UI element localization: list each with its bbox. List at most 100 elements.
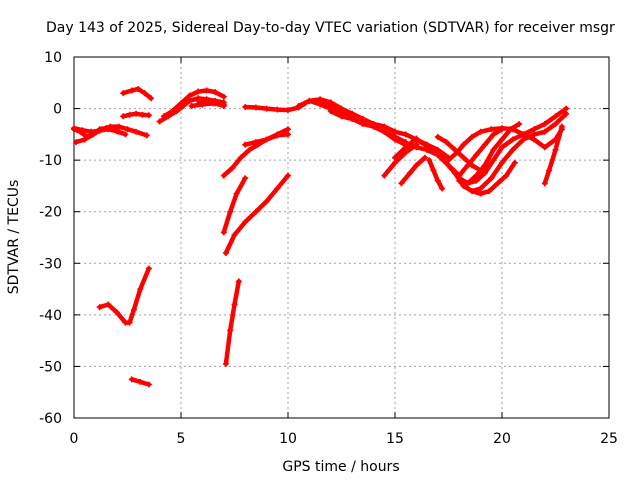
data-point — [96, 127, 103, 134]
data-point — [381, 128, 388, 135]
data-point — [464, 180, 471, 187]
data-point — [71, 125, 77, 132]
data-point — [338, 113, 345, 120]
data-point — [79, 127, 86, 134]
data-point — [338, 108, 345, 115]
data-point — [160, 113, 167, 120]
data-point — [520, 136, 527, 143]
data-point — [511, 159, 518, 166]
data-point — [490, 131, 497, 138]
data-point — [233, 190, 240, 197]
data-point — [306, 97, 313, 104]
data-point — [143, 132, 150, 139]
chart-title: Day 143 of 2025, Sidereal Day-to-day VTE… — [46, 20, 615, 36]
data-point — [381, 172, 388, 179]
data-point — [552, 146, 559, 153]
data-point — [546, 167, 553, 174]
data-point — [473, 177, 480, 184]
data-point — [531, 136, 538, 143]
data-point — [473, 151, 480, 158]
data-point — [406, 170, 413, 177]
data-point — [122, 131, 129, 138]
data-point — [242, 104, 249, 111]
data-point — [469, 188, 476, 195]
data-point — [237, 154, 244, 161]
data-point — [430, 167, 437, 174]
data-point — [421, 141, 428, 148]
series-t27 — [426, 157, 445, 191]
series-t24 — [399, 155, 428, 186]
data-point — [195, 88, 202, 95]
data-point — [499, 144, 505, 151]
data-point — [424, 146, 431, 153]
x-tick-label: 5 — [177, 431, 186, 447]
data-point — [490, 157, 497, 164]
data-point — [541, 121, 548, 128]
data-point — [486, 188, 493, 195]
series-t15 — [223, 279, 242, 367]
data-point — [541, 128, 548, 135]
y-tick-label: -20 — [39, 205, 62, 221]
data-point — [541, 180, 548, 187]
data-point — [327, 108, 334, 115]
data-point — [499, 159, 505, 166]
data-point — [421, 154, 428, 161]
data-point — [252, 104, 259, 111]
y-tick-label: -60 — [39, 411, 62, 427]
series-t30 — [456, 121, 522, 186]
data-point — [141, 90, 148, 97]
data-point — [392, 159, 398, 166]
series-t22 — [382, 142, 419, 178]
y-tick-label: 10 — [44, 50, 62, 66]
data-point — [469, 133, 476, 140]
data-point — [137, 378, 144, 385]
data-point — [242, 141, 249, 148]
data-point — [398, 180, 405, 187]
y-tick-label: 0 — [53, 102, 62, 118]
data-point — [126, 111, 133, 118]
data-series — [71, 85, 570, 388]
y-tick-label: -40 — [39, 308, 62, 324]
data-point — [203, 98, 210, 105]
data-point — [227, 327, 234, 334]
data-point — [473, 172, 480, 179]
data-point — [156, 118, 163, 125]
data-point — [456, 177, 463, 184]
data-point — [246, 146, 253, 153]
data-point — [454, 149, 461, 156]
data-point — [220, 93, 227, 100]
data-point — [285, 172, 291, 179]
data-point — [507, 126, 514, 133]
data-point — [178, 100, 184, 107]
data-point — [135, 85, 142, 92]
data-point — [494, 180, 501, 187]
data-point — [451, 170, 458, 177]
data-point — [148, 95, 155, 102]
data-point — [426, 157, 433, 164]
data-point — [434, 177, 441, 184]
y-axis-label: SDTVAR / TECUs — [6, 180, 22, 295]
data-point — [392, 154, 398, 161]
data-point — [413, 141, 420, 148]
grid — [74, 57, 609, 418]
data-point — [128, 376, 135, 383]
data-point — [274, 106, 281, 113]
data-point — [169, 108, 176, 115]
series-t33 — [542, 124, 565, 186]
data-point — [460, 154, 467, 161]
data-point — [105, 301, 112, 308]
data-point — [113, 309, 120, 316]
series-t9 — [195, 98, 227, 109]
series-t14 — [223, 173, 291, 256]
data-point — [120, 90, 127, 97]
data-point — [402, 139, 409, 146]
x-tick-label: 25 — [600, 431, 618, 447]
data-point — [445, 157, 452, 164]
data-point — [96, 304, 103, 311]
series-t32 — [456, 126, 505, 178]
data-point — [552, 121, 559, 128]
data-point — [481, 170, 488, 177]
data-point — [317, 100, 324, 107]
data-point — [130, 306, 137, 313]
data-point — [188, 102, 195, 109]
